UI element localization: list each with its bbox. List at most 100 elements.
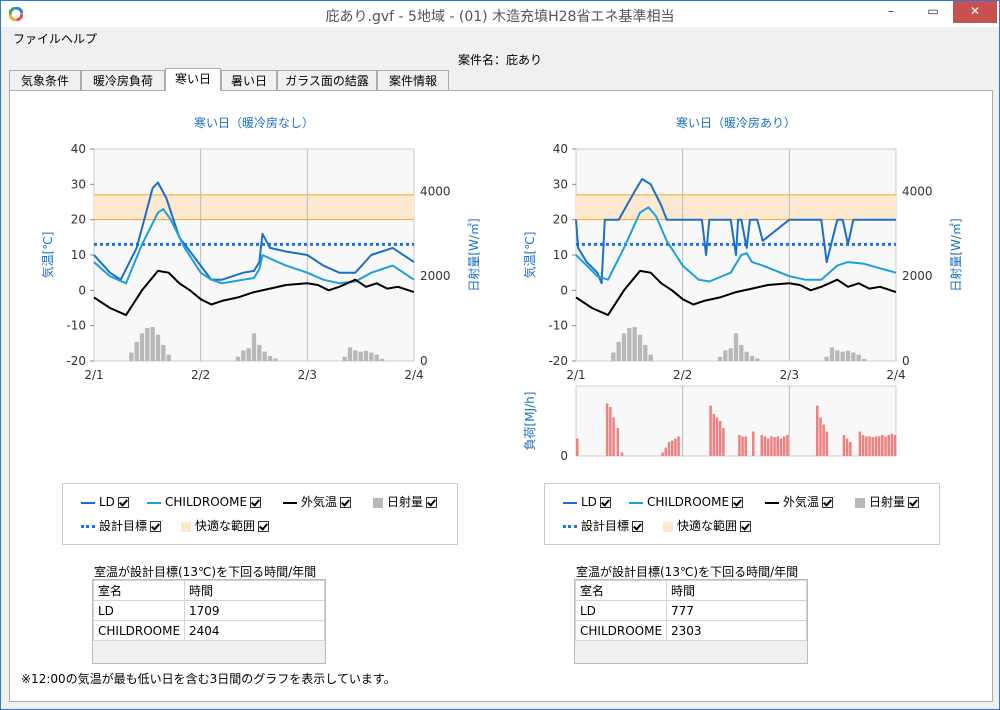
load-bar: [576, 438, 579, 456]
legend-ld[interactable]: LD: [81, 494, 129, 510]
title-bar: 庇あり.gvf - 5地域 - (01) 木造充填H28省エネ基準相当 – ▭ …: [1, 1, 999, 27]
table-row[interactable]: LD 1709: [92, 600, 325, 621]
solar-bar: [749, 355, 755, 361]
load-bar: [744, 436, 748, 456]
legend-solar-checkbox[interactable]: [426, 497, 438, 508]
load-bar: [786, 435, 789, 456]
menu-help[interactable]: ヘルプ: [61, 32, 98, 46]
load-bar: [760, 435, 764, 456]
table-row[interactable]: LD 777: [574, 600, 807, 621]
solar-bar: [616, 341, 621, 361]
load-bar: [871, 437, 874, 456]
load-bar: [782, 436, 786, 456]
solar-bar: [861, 358, 867, 361]
tab-case-info[interactable]: 案件情報: [377, 70, 449, 90]
ld-line: [575, 178, 896, 285]
y2-tick-label: 2000: [902, 269, 933, 283]
solar-bar: [262, 351, 267, 361]
load-bar: [677, 436, 680, 456]
y2-axis-label: 日射量[W/㎡]: [948, 218, 963, 291]
legend-outdoor[interactable]: 外気温: [283, 494, 352, 510]
ld-line: [93, 181, 415, 281]
legend-outdoor-checkbox[interactable]: [822, 497, 834, 508]
legend-target-checkbox[interactable]: [632, 521, 644, 532]
legend-comfort[interactable]: 快適な範囲: [663, 518, 752, 534]
load-bar: [887, 435, 890, 456]
legend-target-swatch: [81, 525, 95, 528]
solar-bar: [363, 350, 369, 361]
tab-hot-day[interactable]: 暑い日: [221, 70, 277, 90]
load-bar: [845, 438, 849, 456]
legend-target-checkbox[interactable]: [150, 521, 162, 532]
load-bar: [612, 417, 615, 456]
legend-target[interactable]: 設計目標: [81, 518, 162, 534]
hours-value: 2404: [184, 620, 325, 641]
load-bar: [816, 405, 819, 456]
load-bar: [722, 428, 725, 456]
load-bar: [667, 442, 671, 456]
load-bar: [858, 431, 862, 456]
solar-bar: [129, 352, 134, 361]
close-button[interactable]: ✕: [953, 1, 997, 23]
table-row[interactable]: CHILDROOME 2303: [574, 620, 807, 641]
legend-ld-checkbox[interactable]: [599, 497, 611, 508]
load-bar: [861, 435, 865, 456]
y2-axis-label: 日射量[W/㎡]: [466, 218, 481, 291]
solar-bar: [369, 352, 374, 361]
childroome-line: [575, 206, 897, 283]
solar-bar: [267, 355, 273, 361]
load-bar: [865, 436, 868, 456]
solar-bar: [273, 358, 278, 361]
table-row[interactable]: CHILDROOME 2404: [92, 620, 325, 641]
legend-child-checkbox[interactable]: [732, 497, 744, 508]
legend-right: LD CHILDROOME 外気温 日射量 設計目標 快適な範囲: [544, 483, 940, 545]
load-bar: [822, 424, 825, 456]
legend-solar[interactable]: 日射量: [373, 494, 438, 510]
legend-ld[interactable]: LD: [563, 494, 611, 510]
load-bar: [605, 403, 609, 456]
legend-child-swatch: [629, 501, 643, 504]
legend-comfort-checkbox[interactable]: [258, 521, 270, 532]
legend-outdoor-checkbox[interactable]: [340, 497, 352, 508]
legend-solar-label: 日射量: [387, 495, 424, 509]
maximize-button[interactable]: ▭: [927, 4, 939, 18]
tab-cold-day[interactable]: 寒い日: [165, 68, 221, 91]
legend-outdoor[interactable]: 外気温: [765, 494, 834, 510]
tab-heating-cooling-load[interactable]: 暖冷房負荷: [81, 70, 165, 90]
legend-solar-label: 日射量: [869, 495, 906, 509]
solar-bar: [637, 334, 643, 361]
y-tick-label: 10: [71, 248, 86, 262]
solar-bar: [145, 327, 150, 361]
tab-weather[interactable]: 気象条件: [9, 70, 81, 90]
legend-child-checkbox[interactable]: [250, 497, 262, 508]
minimize-button[interactable]: –: [888, 4, 894, 18]
legend-comfort-swatch: [181, 521, 191, 532]
legend-ld-checkbox[interactable]: [117, 497, 129, 508]
solar-bar: [342, 356, 347, 361]
x-tick-label: 2/2: [673, 368, 692, 382]
load-bar: [825, 431, 829, 456]
legend-child[interactable]: CHILDROOME: [629, 494, 744, 510]
col-hours-header: 時間: [184, 580, 325, 601]
legend-child[interactable]: CHILDROOME: [147, 494, 262, 510]
legend-solar[interactable]: 日射量: [855, 494, 920, 510]
menu-file[interactable]: ファイル: [13, 32, 62, 46]
legend-ld-swatch: [563, 501, 577, 504]
tab-glass-condensation[interactable]: ガラス面の結露: [277, 70, 377, 90]
solar-bar: [835, 350, 840, 361]
load-bar: [776, 436, 780, 456]
chart-title: 寒い日（暖冷房なし）: [194, 115, 314, 130]
load-bar: [620, 452, 624, 456]
outdoor-temp-line: [575, 269, 897, 317]
legend-comfort-label: 快適な範囲: [677, 519, 738, 533]
load-bar: [763, 436, 767, 456]
legend-ld-swatch: [81, 501, 95, 504]
legend-comfort-checkbox[interactable]: [740, 521, 752, 532]
y-tick-label: -10: [548, 319, 568, 333]
solar-bar: [632, 327, 637, 361]
y-tick-label: 30: [71, 177, 86, 191]
legend-comfort[interactable]: 快適な範囲: [181, 518, 270, 534]
load-bar: [674, 438, 677, 456]
legend-solar-checkbox[interactable]: [908, 497, 920, 508]
legend-target[interactable]: 設計目標: [563, 518, 644, 534]
